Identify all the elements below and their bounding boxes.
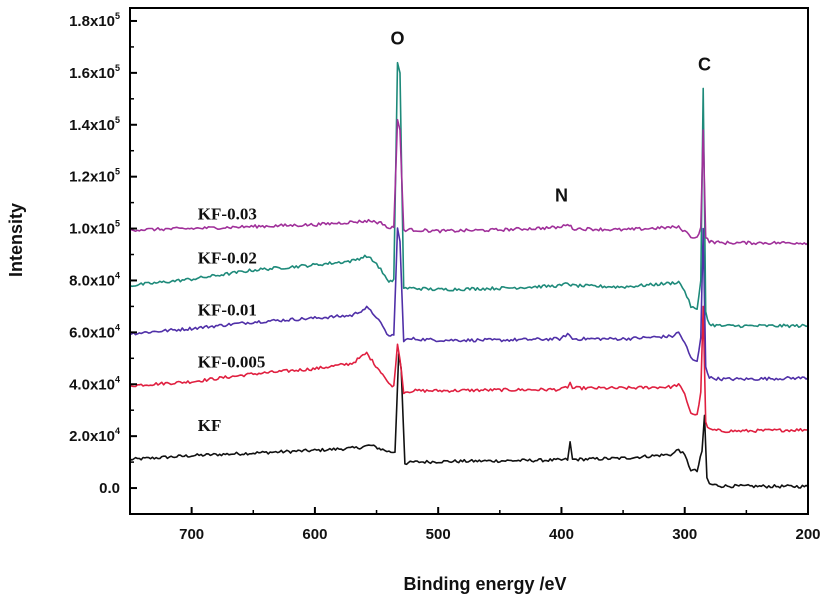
- y-tick-label: 2.0x104: [69, 426, 120, 445]
- peak-label-n: N: [555, 185, 568, 205]
- peak-label-c: C: [698, 54, 711, 74]
- series-line-kf-0-02: [129, 61, 809, 329]
- y-tick-label: 1.0x105: [69, 219, 120, 238]
- x-axis-title: Binding energy /eV: [403, 574, 566, 594]
- y-axis: 0.0 2.0x104 4.0x104 6.0x104 8.0x104 1.0x105 1.…: [69, 11, 137, 497]
- series-line-kf: [129, 353, 809, 489]
- series-layer: [129, 61, 809, 489]
- series-label-kf: KF: [198, 416, 222, 435]
- y-tick-label: 8.0x104: [69, 270, 120, 289]
- x-tick-label: 300: [672, 526, 697, 543]
- series-line-kf-0-005: [129, 305, 809, 434]
- y-tick-label: 6.0x104: [69, 322, 120, 341]
- x-axis: 700 600 500 400 300 200: [129, 507, 821, 543]
- labels-layer: KF KF-0.005 KF-0.01 KF-0.02 KF-0.03 O N C: [198, 28, 711, 435]
- x-tick-label: 200: [795, 526, 820, 543]
- y-tick-label: 4.0x104: [69, 374, 120, 393]
- plot-frame: [129, 7, 809, 515]
- series-line-kf-0-03: [129, 118, 809, 246]
- y-tick-label: 1.2x105: [69, 167, 120, 186]
- series-line-kf-0-01: [129, 227, 809, 382]
- y-axis-title: Intensity: [6, 203, 26, 277]
- series-label-kf-0-005: KF-0.005: [198, 352, 266, 371]
- x-tick-label: 700: [179, 526, 204, 543]
- x-tick-label: 600: [302, 526, 327, 543]
- series-label-kf-0-02: KF-0.02: [198, 249, 257, 268]
- series-label-kf-0-01: KF-0.01: [198, 300, 257, 319]
- y-tick-label: 1.4x105: [69, 115, 120, 134]
- y-tick-label: 1.8x105: [69, 11, 120, 30]
- series-label-kf-0-03: KF-0.03: [198, 204, 257, 223]
- peak-label-o: O: [390, 28, 404, 48]
- x-tick-label: 500: [426, 526, 451, 543]
- y-tick-label: 1.6x105: [69, 63, 120, 82]
- y-tick-label: 0.0: [99, 480, 120, 497]
- x-tick-label: 400: [549, 526, 574, 543]
